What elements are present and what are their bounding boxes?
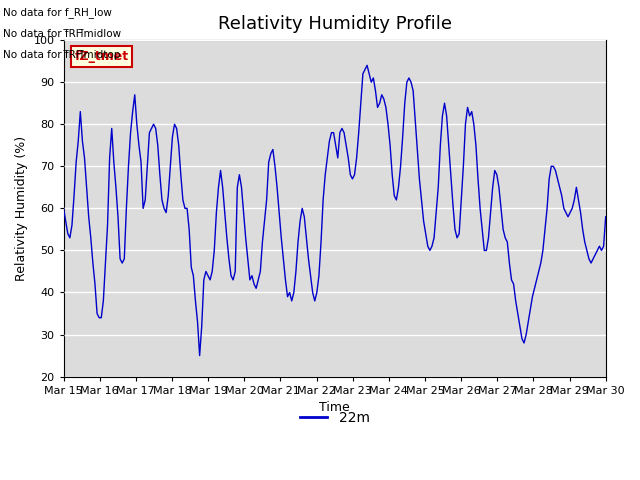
Legend: 22m: 22m xyxy=(294,405,375,430)
Text: No data for f̅RH̅midtop: No data for f̅RH̅midtop xyxy=(3,50,120,60)
Text: No data for f_RH_low: No data for f_RH_low xyxy=(3,7,112,18)
Text: fZ_tmet: fZ_tmet xyxy=(74,50,129,63)
Title: Relativity Humidity Profile: Relativity Humidity Profile xyxy=(218,15,452,33)
Text: No data for f̅RH̅midlow: No data for f̅RH̅midlow xyxy=(3,29,122,39)
X-axis label: Time: Time xyxy=(319,401,350,414)
Y-axis label: Relativity Humidity (%): Relativity Humidity (%) xyxy=(15,136,28,281)
